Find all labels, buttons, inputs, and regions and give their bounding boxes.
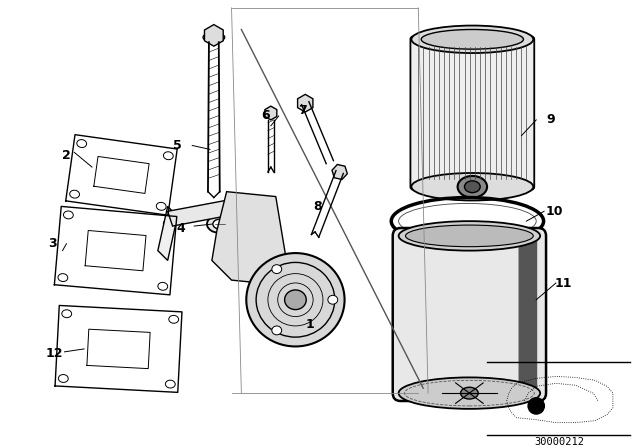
Text: 5: 5 [173,139,182,152]
Ellipse shape [62,310,72,318]
Ellipse shape [246,253,344,346]
Text: 2: 2 [62,149,71,162]
Polygon shape [158,207,177,260]
Ellipse shape [399,221,540,250]
Ellipse shape [458,176,487,198]
Ellipse shape [213,219,227,229]
Ellipse shape [165,380,175,388]
Text: 4: 4 [176,221,185,234]
Circle shape [527,397,545,415]
Text: 7: 7 [298,103,307,116]
Ellipse shape [156,202,166,210]
Ellipse shape [77,140,86,147]
Ellipse shape [70,190,79,198]
Ellipse shape [328,295,338,304]
FancyBboxPatch shape [393,228,546,401]
Polygon shape [212,192,285,285]
Text: 9: 9 [547,113,556,126]
Ellipse shape [272,265,282,274]
Ellipse shape [285,290,307,310]
Ellipse shape [465,181,480,193]
Text: 11: 11 [555,276,573,289]
Ellipse shape [203,32,225,42]
FancyBboxPatch shape [410,36,534,190]
Ellipse shape [169,315,179,323]
Text: 10: 10 [545,205,563,218]
Text: 12: 12 [46,347,63,360]
Ellipse shape [272,326,282,335]
Ellipse shape [158,282,168,290]
Text: 1: 1 [306,318,314,331]
Ellipse shape [58,274,68,281]
Ellipse shape [412,26,533,53]
Ellipse shape [207,215,232,233]
Text: 8: 8 [314,200,323,213]
Text: 30000212: 30000212 [534,437,584,448]
Ellipse shape [163,152,173,159]
Text: 6: 6 [262,109,270,122]
Ellipse shape [63,211,74,219]
Ellipse shape [406,225,533,247]
Polygon shape [168,197,252,226]
Ellipse shape [461,387,478,399]
Ellipse shape [163,220,173,228]
Ellipse shape [412,173,533,201]
Ellipse shape [421,30,524,49]
Ellipse shape [58,375,68,383]
Text: 3: 3 [49,237,57,250]
FancyBboxPatch shape [518,239,537,390]
Ellipse shape [399,377,540,409]
